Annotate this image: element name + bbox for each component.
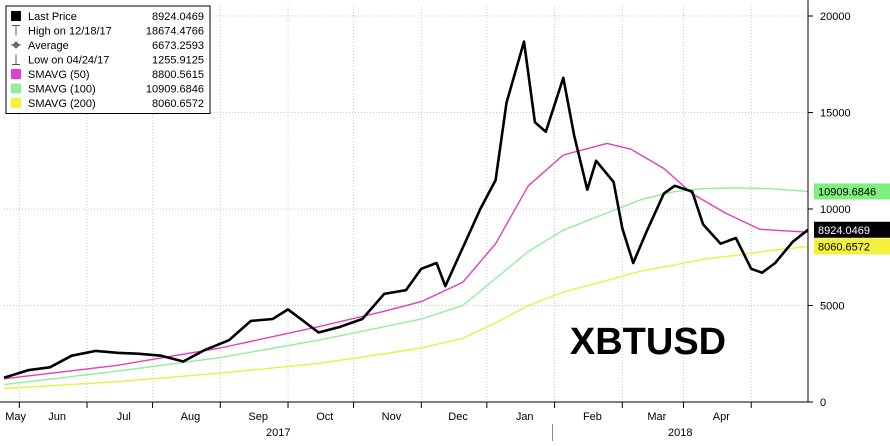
value-tag-label: 8060.6572 [818,241,870,253]
legend-label: Average [28,40,69,52]
x-tick-label: Mar [647,411,666,423]
right-value-tags: 10909.6846 8924.0469 8060.6572 [814,183,890,255]
legend-marker [11,83,21,94]
legend-value: 10909.6846 [146,84,204,96]
y-tick-label: 10000 [820,204,851,216]
year-label: 2018 [668,427,692,439]
legend-frame [5,5,211,114]
legend-label: SMAVG (50) [28,69,90,81]
legend-marker [11,41,21,49]
ticker-label: XBTUSD [570,321,726,363]
legend-value: 8924.0469 [152,11,204,23]
legend-label: SMAVG (200) [28,98,96,110]
y-tick-label: 15000 [820,108,851,120]
legend-value: 18674.4766 [146,26,204,38]
legend-label: Low on 04/24/17 [28,55,109,67]
x-tick-label: Feb [583,411,602,423]
value-tag [814,221,890,238]
y-tick-label: 0 [820,397,826,409]
legend-label: Last Price [28,11,77,23]
value-tag [814,183,890,200]
legend-marker [11,69,21,79]
legend-value: 8060.6572 [152,98,204,110]
smavg-50-line [3,142,809,380]
x-tick-label: Jun [48,411,66,423]
x-tick-label: Dec [448,411,468,423]
x-tick-label: Aug [181,411,201,423]
legend-label: SMAVG (100) [28,84,96,96]
x-tick-label: Jul [117,411,131,423]
legend-value: 8800.5615 [152,69,204,81]
axes: May Jun Jul Aug Sep Oct Nov Dec Jan Feb Mar Apr 2017… [0,0,851,441]
legend-value: 6673.2593 [152,40,204,52]
value-tag-label: 8924.0469 [818,225,870,237]
legend-box: Last Price 8924.0469 High on 12/18/17 18674… [5,5,211,114]
smavg-100-line [3,187,809,386]
year-label: 2017 [266,427,290,439]
x-tick-label: May [5,411,26,423]
legend-value: 1255.9125 [152,55,204,67]
value-tag [814,238,890,255]
legend-label: High on 12/18/17 [28,26,112,38]
x-tick-label: Sep [248,411,268,423]
legend-marker [11,11,21,21]
value-tag-label: 10909.6846 [818,186,876,198]
series-layer [3,40,809,390]
y-tick-label: 5000 [820,301,844,313]
last-price-line [3,40,809,380]
legend-marker [12,25,20,36]
legend-marker [12,54,20,65]
x-tick-label: Jan [516,411,534,423]
y-tick-label: 20000 [820,11,851,23]
legend-marker [11,98,21,108]
x-tick-label: Oct [316,411,333,423]
x-tick-label: Nov [382,411,402,423]
smavg-200-line [3,245,809,390]
x-tick-label: Apr [713,411,730,423]
